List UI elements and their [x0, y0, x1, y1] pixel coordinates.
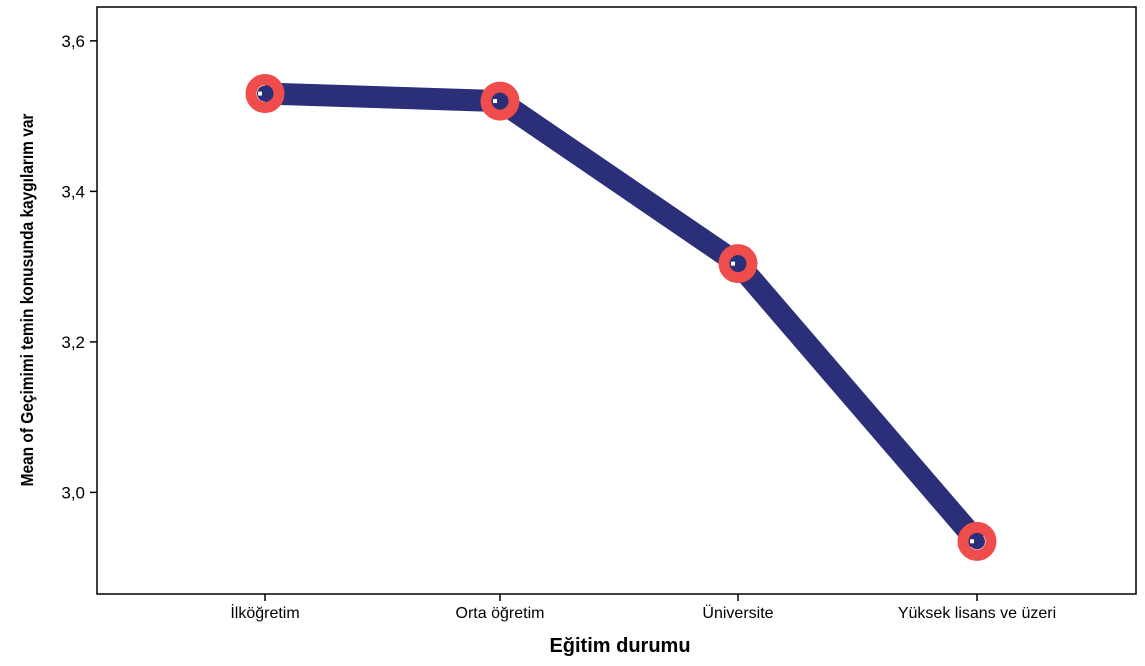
y-axis: 3,0 3,2 3,4 3,6 — [61, 32, 97, 502]
y-axis-label: Mean of Geçimimi temin konusunda kaygıla… — [17, 113, 37, 486]
data-point-marker — [245, 74, 285, 114]
data-point-center — [730, 255, 746, 272]
x-tick-label: Üniversite — [702, 604, 773, 622]
y-tick-label: 3,2 — [61, 333, 85, 352]
y-tick-label: 3,4 — [61, 182, 85, 201]
y-tick-label: 3,0 — [61, 483, 85, 502]
y-tick-label: 3,6 — [61, 32, 85, 51]
data-point-center — [257, 85, 273, 102]
x-tick-label: Yüksek lisans ve üzeri — [898, 605, 1056, 622]
data-point-center — [492, 93, 508, 110]
x-axis: İlköğretim Orta öğretim Üniversite Yüksek l… — [230, 594, 1056, 622]
data-point-highlight — [731, 261, 735, 266]
data-point-marker — [480, 81, 520, 121]
x-tick-label: Orta öğretim — [456, 605, 545, 622]
data-point-center — [969, 533, 985, 550]
data-point-marker — [718, 244, 758, 284]
series-line — [264, 82, 986, 549]
data-point-highlight — [258, 91, 262, 96]
data-point-highlight — [970, 539, 974, 544]
data-point-highlight — [493, 99, 497, 104]
series-line-group — [264, 82, 986, 549]
x-axis-label: Eğitim durumu — [549, 635, 690, 657]
data-point-marker — [957, 521, 997, 561]
marker-group — [245, 74, 997, 561]
x-tick-label: İlköğretim — [230, 603, 299, 622]
